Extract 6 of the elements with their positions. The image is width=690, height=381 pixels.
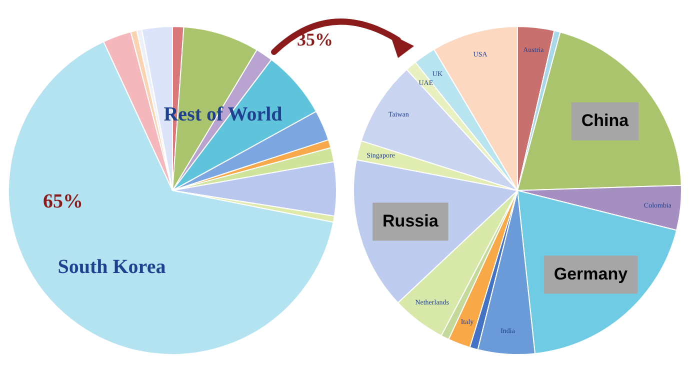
slice-label: Germany [554, 264, 628, 284]
slice-label: Russia [382, 211, 439, 230]
slice-label: South Korea [58, 256, 166, 278]
text: 35% [297, 30, 333, 50]
text: 65% [43, 190, 83, 214]
slice-label: China [581, 111, 630, 130]
